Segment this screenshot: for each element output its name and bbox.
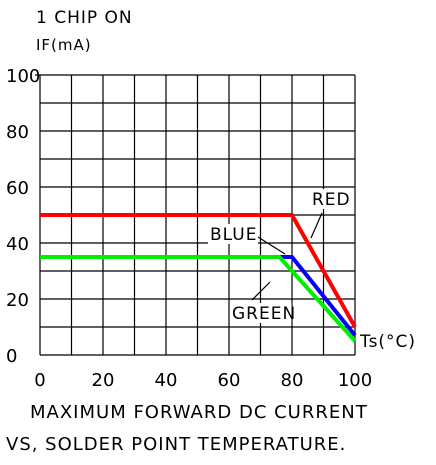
chart: 0 20 40 60 80 100 0 20 40 60 80 100 RED BLUE GREEN Ts(… <box>6 66 416 391</box>
x-tick-label: 60 <box>218 370 241 391</box>
series-label-bg <box>310 189 349 209</box>
chart-condition-label: 1 CHIP ON <box>36 8 133 28</box>
y-tick-label: 100 <box>6 66 40 87</box>
series-line-green <box>40 255 357 343</box>
series-label-bg <box>230 303 292 323</box>
y-tick-label: 0 <box>6 346 17 367</box>
x-tick-label: 40 <box>155 370 178 391</box>
series-label-leader <box>257 236 286 255</box>
chart-caption-line1: MAXIMUM FORWARD DC CURRENT <box>30 402 368 423</box>
y-tick-label: 60 <box>6 178 29 199</box>
series-label-bg <box>208 224 258 244</box>
x-axis-title: Ts(°C) <box>359 332 416 352</box>
chart-caption-line2: VS, SOLDER POINT TEMPERATURE. <box>6 434 347 455</box>
x-tick-label: 100 <box>338 370 372 391</box>
series-label-blue: BLUE <box>210 225 257 245</box>
series-label-leader <box>251 281 271 301</box>
y-tick-label: 40 <box>6 234 29 255</box>
y-tick-label: 20 <box>6 290 29 311</box>
series-label-green: GREEN <box>232 304 296 324</box>
y-axis-title: IF(mA) <box>36 36 92 54</box>
series-label-leader <box>310 212 323 239</box>
x-tick-label: 20 <box>92 370 115 391</box>
series-line-red <box>40 213 357 328</box>
x-tick-label: 0 <box>34 370 45 391</box>
x-tick-label: 80 <box>281 370 304 391</box>
series-label-red: RED <box>312 190 351 210</box>
y-tick-label: 80 <box>6 122 29 143</box>
